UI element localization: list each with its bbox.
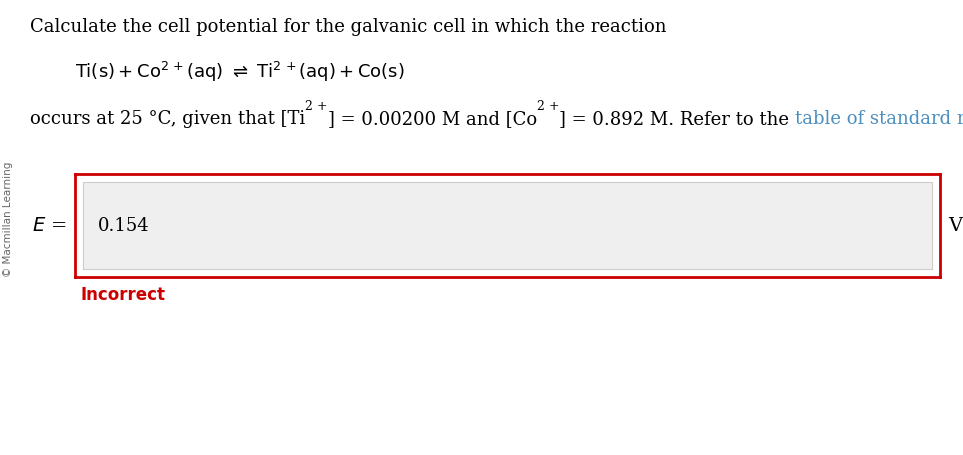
Text: $E$ =: $E$ = <box>32 217 67 235</box>
Text: $\mathregular{Ti(s) + Co^{2\,+}(aq)}$ $\rightleftharpoons$ $\mathregular{Ti^{2\,: $\mathregular{Ti(s) + Co^{2\,+}(aq)}$ $\… <box>75 60 404 84</box>
Text: table of standard reduction potentials: table of standard reduction potentials <box>795 110 963 128</box>
Text: 2 +: 2 + <box>537 100 560 113</box>
Text: ] = 0.00200 M and [Co: ] = 0.00200 M and [Co <box>327 110 537 128</box>
Text: 0.154: 0.154 <box>98 217 149 235</box>
Text: Calculate the cell potential for the galvanic cell in which the reaction: Calculate the cell potential for the gal… <box>30 18 666 36</box>
Text: Incorrect: Incorrect <box>80 285 165 303</box>
Text: occurs at 25 °C, given that [Ti: occurs at 25 °C, given that [Ti <box>30 110 305 128</box>
Text: ] = 0.892 M. Refer to the: ] = 0.892 M. Refer to the <box>560 110 795 128</box>
Text: © Macmillan Learning: © Macmillan Learning <box>3 161 13 276</box>
Text: 2 +: 2 + <box>305 100 327 113</box>
Text: V: V <box>948 217 962 235</box>
